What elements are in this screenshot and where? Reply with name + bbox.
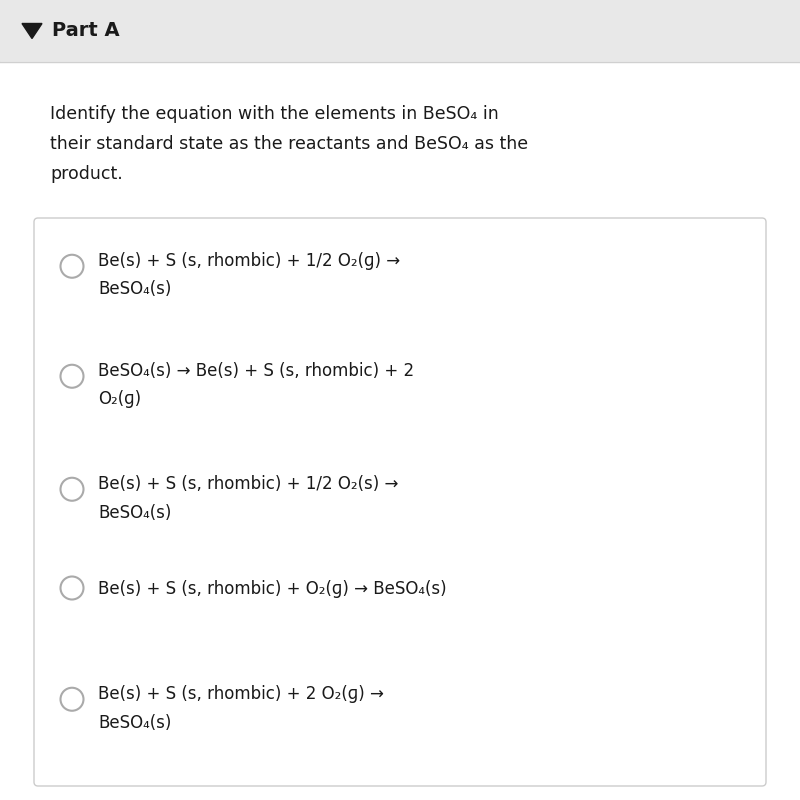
Text: BeSO₄(s) → Be(s) + S (s, rhombic) + 2: BeSO₄(s) → Be(s) + S (s, rhombic) + 2 — [98, 362, 414, 380]
Text: Be(s) + S (s, rhombic) + O₂(ɡ) → BeSO₄(s): Be(s) + S (s, rhombic) + O₂(ɡ) → BeSO₄(s… — [98, 580, 446, 598]
Text: BeSO₄(s): BeSO₄(s) — [98, 281, 171, 298]
Polygon shape — [22, 23, 42, 38]
Text: Be(s) + S (s, rhombic) + 2 O₂(ɡ) →: Be(s) + S (s, rhombic) + 2 O₂(ɡ) → — [98, 685, 384, 703]
Text: Part A: Part A — [52, 22, 120, 41]
Text: Identify the equation with the elements in BeSO₄ in: Identify the equation with the elements … — [50, 105, 498, 123]
Text: their standard state as the reactants and BeSO₄ as the: their standard state as the reactants an… — [50, 135, 528, 153]
FancyBboxPatch shape — [34, 218, 766, 786]
Text: Be(s) + S (s, rhombic) + 1/2 O₂(s) →: Be(s) + S (s, rhombic) + 1/2 O₂(s) → — [98, 475, 398, 493]
Text: O₂(ɡ): O₂(ɡ) — [98, 390, 141, 409]
Text: product.: product. — [50, 165, 122, 183]
Text: BeSO₄(s): BeSO₄(s) — [98, 503, 171, 522]
FancyBboxPatch shape — [0, 62, 800, 800]
Text: BeSO₄(s): BeSO₄(s) — [98, 714, 171, 731]
Text: Be(s) + S (s, rhombic) + 1/2 O₂(ɡ) →: Be(s) + S (s, rhombic) + 1/2 O₂(ɡ) → — [98, 252, 400, 270]
FancyBboxPatch shape — [0, 0, 800, 62]
